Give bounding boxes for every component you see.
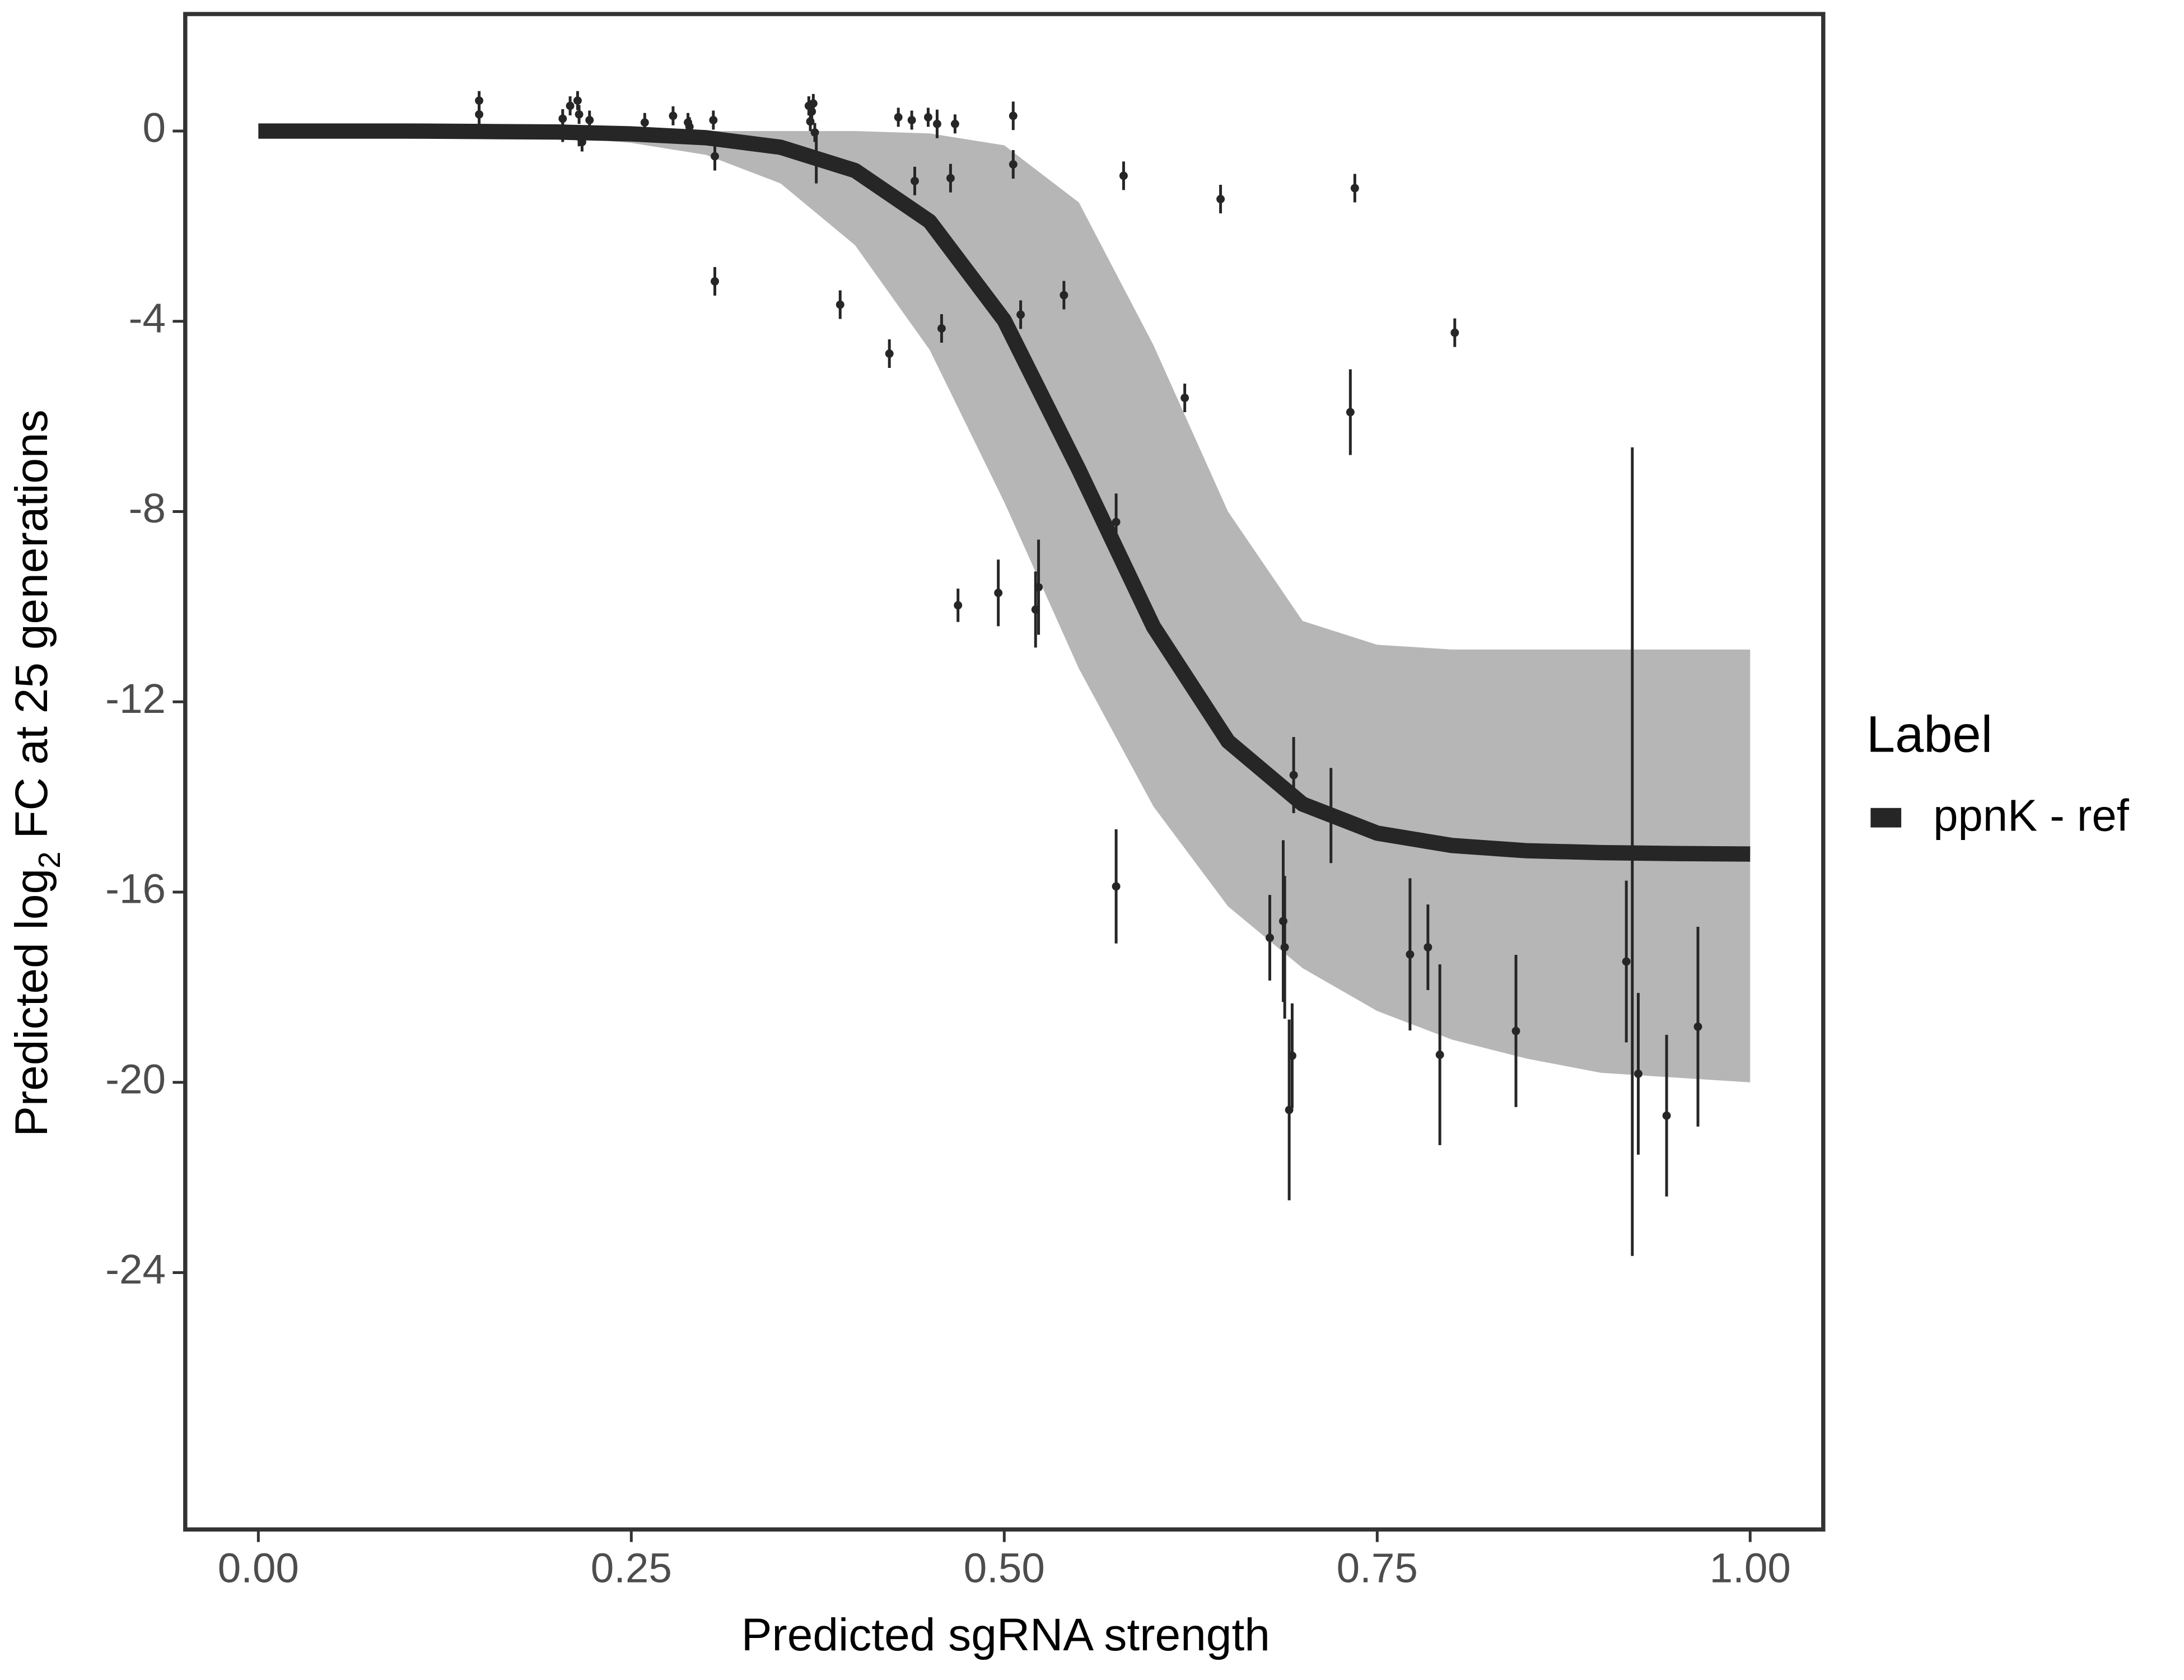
point	[558, 128, 567, 137]
point	[1112, 517, 1121, 526]
point	[812, 155, 821, 164]
y-label-sub: 2	[32, 851, 67, 868]
y-tick-label: -24	[105, 1245, 166, 1292]
point	[1266, 934, 1274, 942]
point	[1435, 1051, 1444, 1059]
point	[558, 114, 567, 123]
point	[1628, 847, 1637, 856]
point	[1634, 1070, 1642, 1078]
point	[1622, 957, 1631, 966]
y-tick-label: -4	[129, 294, 166, 341]
y-label-part: FC at 25 generations	[6, 409, 57, 851]
point	[808, 107, 816, 116]
point	[1180, 394, 1189, 402]
point	[711, 277, 719, 286]
legend-label: ppnK - ref	[1933, 791, 2129, 841]
legend-title: Label	[1866, 706, 1992, 763]
point	[950, 119, 959, 128]
point	[1216, 195, 1225, 203]
point	[907, 116, 916, 124]
point	[1693, 1022, 1702, 1031]
point	[954, 601, 963, 610]
point	[806, 117, 815, 126]
legend-swatch	[1870, 808, 1902, 828]
point	[1016, 310, 1025, 319]
point	[1278, 917, 1287, 926]
point	[911, 176, 919, 185]
point	[573, 96, 582, 105]
point	[475, 110, 484, 119]
y-tick-label: -20	[105, 1055, 166, 1102]
point	[932, 119, 941, 128]
point	[1034, 583, 1043, 592]
point	[994, 589, 1003, 598]
point	[1511, 1026, 1520, 1035]
point	[1009, 160, 1018, 169]
point	[577, 138, 586, 147]
point	[575, 110, 584, 119]
point	[709, 116, 718, 124]
posterior-band	[258, 131, 1751, 1082]
point	[1280, 943, 1289, 952]
x-tick-label: 0.00	[218, 1544, 299, 1592]
point	[885, 349, 894, 358]
point	[1289, 771, 1298, 780]
point	[585, 116, 594, 124]
point	[1662, 1111, 1671, 1120]
point	[937, 324, 946, 333]
y-tick-label: 0	[142, 104, 165, 151]
point	[711, 152, 719, 161]
point	[894, 113, 903, 122]
point	[1424, 943, 1432, 952]
x-tick-label: 1.00	[1710, 1544, 1791, 1592]
point	[669, 111, 678, 120]
point	[640, 118, 649, 127]
point	[685, 122, 694, 131]
point	[1009, 111, 1018, 120]
point	[1346, 408, 1355, 417]
point	[809, 99, 818, 108]
point	[1112, 882, 1121, 891]
x-axis-label: Predicted sgRNA strength	[741, 1609, 1270, 1660]
point	[566, 101, 575, 110]
y-tick-label: -16	[105, 865, 166, 912]
y-tick-label: -12	[105, 675, 166, 722]
point	[475, 96, 484, 105]
plot-area	[258, 91, 1751, 1256]
x-tick-label: 0.50	[964, 1544, 1045, 1592]
point	[1287, 1051, 1296, 1060]
point	[1327, 811, 1336, 820]
point	[923, 113, 932, 122]
point	[1060, 291, 1068, 300]
point	[1406, 950, 1415, 959]
point	[946, 174, 955, 183]
point	[1350, 184, 1359, 193]
point	[810, 128, 819, 137]
point	[836, 300, 844, 309]
y-tick-label: -8	[129, 484, 166, 531]
y-axis-label: Predicted log2 FC at 25 generations	[6, 409, 67, 1137]
x-tick-label: 0.75	[1337, 1544, 1418, 1592]
fit-curve	[258, 123, 1751, 862]
x-tick-label: 0.25	[591, 1544, 672, 1592]
point	[1450, 328, 1459, 337]
y-label-part: Predicted log	[6, 869, 57, 1137]
point	[1119, 171, 1128, 180]
